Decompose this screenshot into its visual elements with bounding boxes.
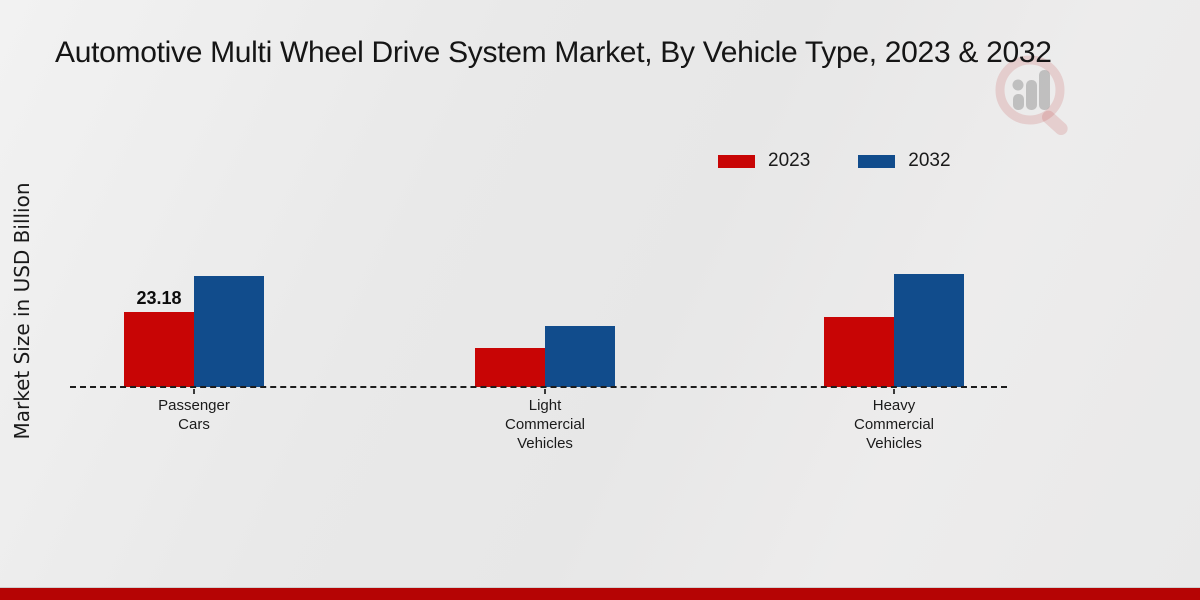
footer-accent-bar [0,587,1200,600]
legend-swatch-2023 [718,154,755,168]
category-label-light-commercial-vehicles: Light Commercial Vehicles [504,397,585,452]
axis-tick [893,389,895,394]
legend-label-2032: 2032 [908,150,951,171]
chart-title: Automotive Multi Wheel Drive System Mark… [55,36,1052,69]
bar-2032-group1 [194,276,264,387]
magnifier-bar-chart-logo-icon [995,55,1068,136]
data-label-passenger-cars-2023: 23.18 [136,288,182,308]
bar-2023-group1 [124,312,194,387]
bar-2023-group2 [475,348,545,387]
category-label-heavy-commercial-vehicles: Heavy Commercial Vehicles [853,397,934,452]
legend-label-2023: 2023 [768,150,811,171]
bar-2023-group3 [824,317,894,387]
legend-item-2023: 2023 [718,150,810,172]
axis-tick [544,389,546,394]
legend-item-2032: 2032 [858,150,951,172]
x-axis-baseline [70,386,1007,388]
category-label-passenger-cars: Passenger Cars [158,397,230,433]
bar-2032-group2 [545,326,615,387]
y-axis-label: Market Size in USD Billion [10,182,34,440]
legend-swatch-2032 [858,154,896,168]
bar-2032-group3 [894,274,964,387]
legend: 2023 2032 [718,150,951,172]
axis-tick [193,389,195,394]
